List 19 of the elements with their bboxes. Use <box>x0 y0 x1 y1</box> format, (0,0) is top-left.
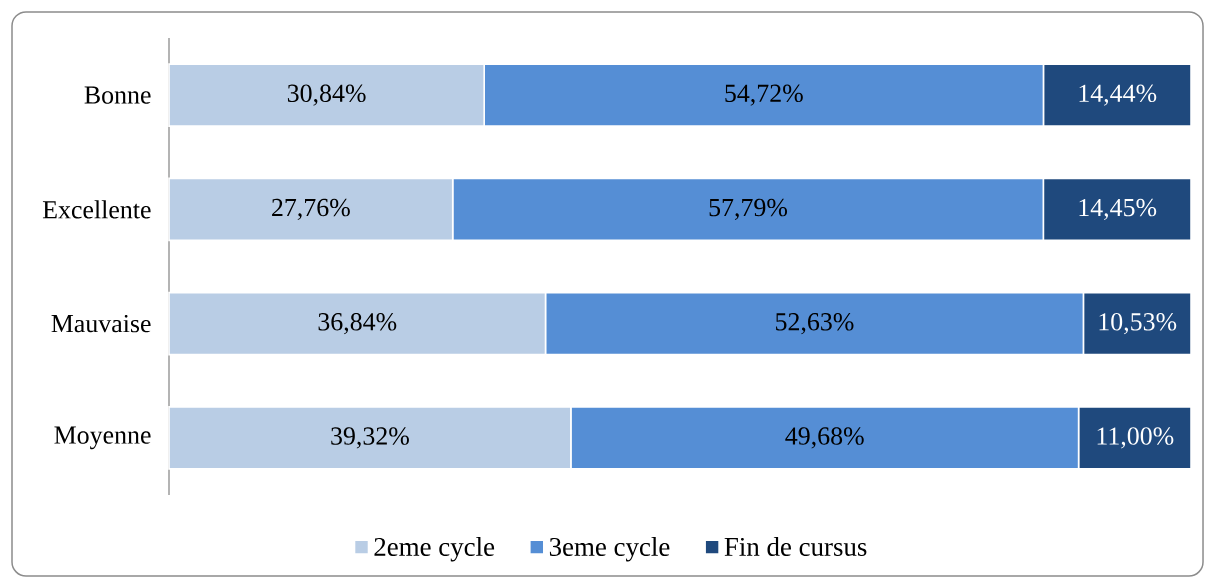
data-label: 52,63% <box>776 313 854 335</box>
data-label: 49,68% <box>785 427 864 449</box>
data-label: 10,53% <box>1099 313 1177 335</box>
y-tick-label: Excellente <box>42 200 151 219</box>
legend-label: 3eme cycle <box>549 537 670 562</box>
data-label: 14,45% <box>1079 198 1157 220</box>
data-label: 14,44% <box>1079 84 1157 106</box>
data-label: 57,79% <box>709 198 788 220</box>
data-label: 39,32% <box>331 427 409 449</box>
legend-label: 2eme cycle <box>374 537 495 562</box>
y-tick-label: Moyenne <box>54 426 151 450</box>
y-tick-label: Mauvaise <box>51 314 151 333</box>
data-label: 11,00% <box>1097 427 1174 449</box>
data-label: 36,84% <box>318 313 397 335</box>
data-label: 54,72% <box>725 84 803 106</box>
data-label: 30,84% <box>287 84 366 106</box>
data-label: 27,76% <box>272 198 350 220</box>
y-tick-label: Bonne <box>84 86 151 104</box>
legend-label: Fin de cursus <box>724 537 867 556</box>
